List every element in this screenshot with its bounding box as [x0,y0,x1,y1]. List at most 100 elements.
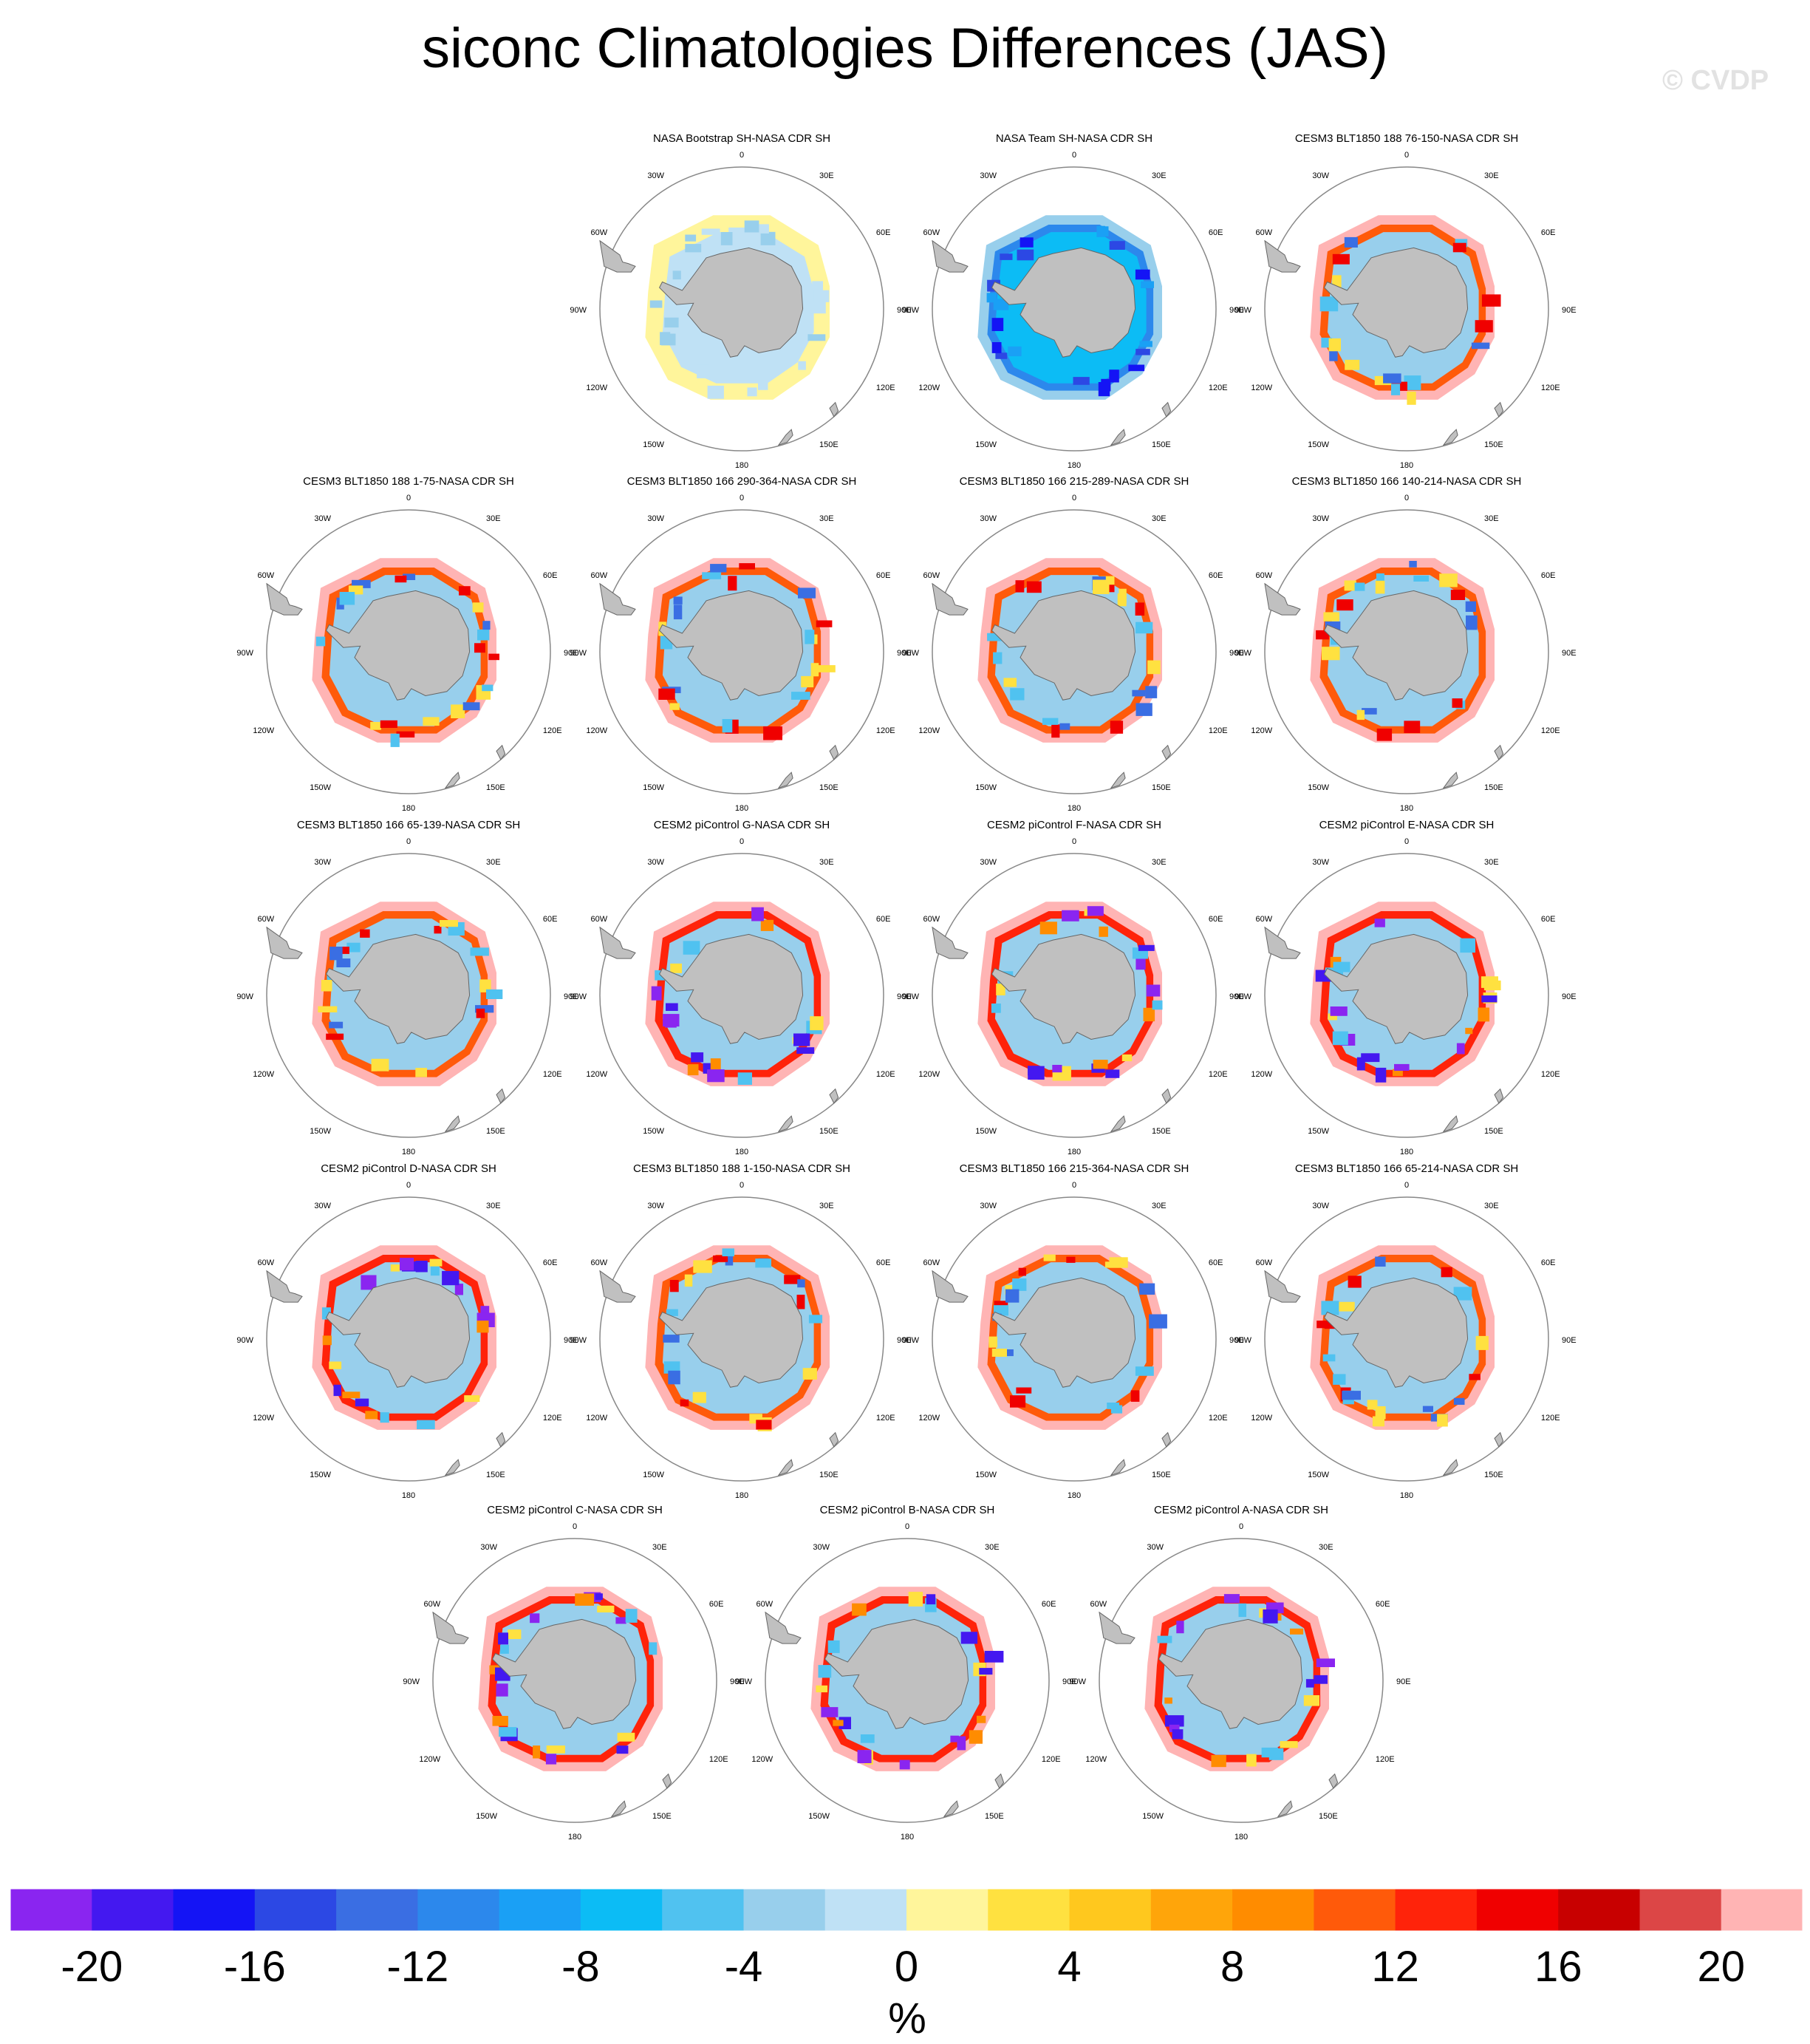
longitude-label: 120W [918,1414,940,1423]
longitude-label: 60E [1042,1600,1056,1609]
sea-ice-anomaly-cell [816,1685,828,1693]
sea-ice-anomaly-cell [960,1632,978,1644]
longitude-label: 30E [1484,514,1499,523]
antarctica-land [658,1277,804,1388]
sea-ice-anomaly-cell [673,596,683,604]
longitude-label: 180 [1068,461,1081,470]
sea-ice-anomaly-cell [1039,921,1057,935]
map-panel: CESM3 BLT1850 166 215-364-NASA CDR SH 0 30… [902,1162,1243,1500]
sea-ice-anomaly-cell [1139,341,1152,347]
longitude-label: 30W [1312,514,1329,523]
longitude-label: 30E [1484,1202,1499,1210]
sea-ice-anomaly-cell [390,733,400,747]
panel-title: CESM2 piControl F-NASA CDR SH [987,819,1161,831]
sea-ice-anomaly-cell [827,1640,840,1653]
longitude-label: 120E [1209,384,1228,392]
longitude-label: 30W [314,1202,331,1210]
longitude-label: 120E [1541,1414,1560,1423]
sea-ice-anomaly-cell [1376,728,1393,741]
sea-ice-anomaly-cell [722,1248,734,1257]
sea-ice-anomaly-cell [991,1349,1007,1357]
longitude-label: 30E [1152,858,1167,867]
longitude-label: 120W [1085,1755,1107,1764]
sea-ice-anomaly-cell [500,1644,509,1654]
longitude-label: 30E [1152,1202,1167,1210]
sea-ice-anomaly-cell [1345,359,1360,370]
sea-ice-anomaly-cell [1169,1724,1180,1732]
longitude-label: 120W [1251,1070,1272,1079]
sea-ice-anomaly-cell [665,1015,677,1028]
sea-ice-anomaly-cell [352,579,371,588]
colorbar-tick-label: -8 [561,1943,600,1991]
south-america-land [932,239,969,273]
sea-ice-anomaly-cell [1303,1695,1319,1706]
map-panel: CESM3 BLT1850 166 290-364-NASA CDR SH 0 30… [570,475,911,813]
sea-ice-anomaly-cell [663,1361,680,1374]
longitude-label: 120E [1376,1755,1395,1764]
longitude-label: 30W [980,514,997,523]
sea-ice-anomaly-cell [1336,599,1353,611]
longitude-label: 120W [253,1414,274,1423]
sea-ice-anomaly-cell [1330,1006,1348,1016]
colorbar-tick-label: -4 [725,1943,763,1991]
longitude-label: 150E [1484,440,1503,449]
map-panel: CESM2 piControl C-NASA CDR SH 0 30E 60E 90E 1… [403,1504,744,1842]
longitude-label: 150W [808,1812,830,1821]
longitude-label: 120E [709,1755,728,1764]
sea-ice-anomaly-cell [796,1295,805,1309]
longitude-label: 0 [1072,151,1076,160]
island-land [1494,1088,1504,1104]
map-panel: CESM3 BLT1850 188 1-150-NASA CDR SH 0 30E 6… [570,1162,911,1500]
antarctica-land [491,1618,637,1729]
sea-ice-anomaly-cell [1104,1261,1121,1268]
longitude-label: 60W [1255,1258,1272,1267]
colorbar-swatch [1314,1889,1396,1931]
new-zealand-land [1442,1115,1458,1133]
sea-ice-anomaly-cell [1305,1679,1314,1688]
longitude-label: 180 [402,1491,415,1500]
longitude-label: 90W [403,1677,420,1686]
sea-ice-anomaly-cell [661,333,676,346]
sea-ice-anomaly-cell [1052,1065,1062,1073]
longitude-label: 0 [740,837,744,846]
sea-ice-anomaly-cell [1135,602,1145,616]
sea-ice-anomaly-cell [355,1398,369,1407]
panel-title: NASA Bootstrap SH-NASA CDR SH [653,132,830,145]
longitude-label: 180 [735,804,748,813]
longitude-label: 150W [310,1471,331,1479]
sea-ice-anomaly-cell [1109,241,1125,250]
sea-ice-anomaly-cell [1356,1057,1365,1071]
sea-ice-anomaly-cell [415,1261,428,1273]
longitude-label: 60W [923,228,940,237]
sea-ice-anomaly-cell [464,1395,480,1403]
sea-ice-anomaly-cell [430,1266,440,1276]
colorbar-swatch [580,1889,663,1931]
longitude-label: 150W [476,1812,497,1821]
longitude-label: 90W [570,992,587,1001]
longitude-label: 90W [1234,649,1251,658]
sea-ice-anomaly-cell [808,301,826,314]
sea-ice-anomaly-cell [595,1593,603,1601]
sea-ice-anomaly-cell [1383,373,1401,384]
sea-ice-anomaly-cell [533,1745,541,1759]
sea-ice-anomaly-cell [1329,346,1338,361]
sea-ice-anomaly-cell [1135,621,1153,634]
south-america-land [266,926,303,959]
sea-ice-anomaly-cell [1328,1013,1337,1021]
sea-ice-anomaly-cell [991,342,1002,353]
longitude-label: 90E [730,1677,745,1686]
sea-ice-anomaly-cell [380,720,397,728]
sea-ice-anomaly-cell [477,1321,489,1333]
longitude-label: 150E [985,1812,1004,1821]
longitude-label: 90W [1234,992,1251,1001]
longitude-label: 150E [1152,783,1171,792]
longitude-label: 0 [905,1522,909,1531]
longitude-label: 30E [486,858,501,867]
island-land [829,1088,839,1104]
sea-ice-anomaly-cell [658,688,675,700]
sea-ice-anomaly-cell [1017,249,1034,261]
sea-ice-anomaly-cell [1437,1414,1448,1427]
sea-ice-anomaly-cell [470,947,489,956]
longitude-label: 180 [402,804,415,813]
longitude-label: 120W [586,1414,607,1423]
